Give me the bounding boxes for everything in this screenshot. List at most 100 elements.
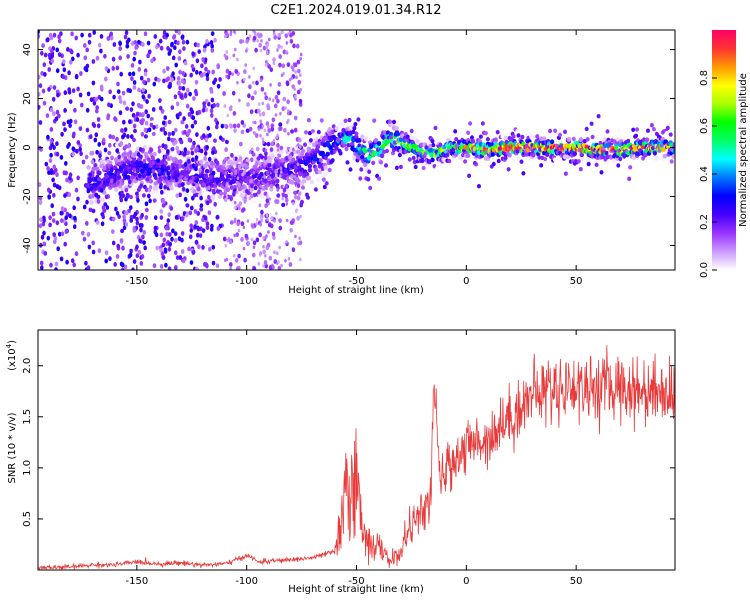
spectrogram-cell: [276, 148, 280, 152]
spectrogram-cell: [65, 259, 69, 265]
spectrogram-cell: [211, 188, 216, 194]
spectrogram-cell: [138, 147, 143, 152]
spectrogram-cell: [111, 135, 116, 140]
spectrogram-cell: [92, 30, 96, 35]
spectrogram-cell: [273, 32, 276, 36]
spectrogram-cell: [285, 150, 289, 154]
spectrogram-cell: [146, 77, 151, 83]
spectrogram-cell: [280, 263, 283, 268]
spectrogram-y-label: Frequency (Hz): [7, 112, 18, 188]
spectrogram-cell: [106, 36, 111, 41]
spectrogram-cell: [237, 228, 241, 233]
spectrogram-cell: [264, 95, 269, 101]
spectrogram-cell: [83, 183, 88, 188]
spectrogram-cell: [293, 190, 298, 195]
spectrogram-cell: [43, 72, 47, 77]
spectrogram-cell: [238, 201, 243, 207]
spectrogram-cell: [229, 105, 233, 109]
spectrogram-cell: [250, 147, 254, 152]
spectrogram-cell: [236, 267, 240, 270]
y-tick-label: 0.5: [22, 511, 33, 527]
spectrogram-cell: [146, 40, 151, 46]
spectrogram-cell: [157, 77, 161, 83]
spectrogram-cell: [144, 120, 149, 126]
spectrogram-cell: [128, 119, 132, 125]
spectrogram-cell: [88, 172, 92, 178]
spectrogram-cell: [225, 187, 231, 193]
spectrogram-cell: [287, 257, 291, 261]
spectrogram-cell: [493, 137, 498, 142]
spectrogram-cell: [182, 152, 187, 157]
spectrogram-cell: [222, 159, 226, 165]
spectrogram-cell: [301, 178, 307, 184]
spectrogram-cell: [180, 78, 185, 84]
spectrogram-cell: [412, 159, 417, 165]
spectrogram-cell: [132, 80, 137, 85]
spectrogram-cell: [232, 123, 237, 129]
spectrogram-cell: [176, 40, 180, 46]
spectrogram-cell: [55, 172, 59, 178]
spectrogram-cell: [161, 120, 166, 126]
spectrogram-cell: [268, 197, 272, 201]
spectrogram-cell: [55, 47, 59, 53]
spectrogram-cell: [277, 44, 281, 49]
snr-series-line: [38, 345, 675, 570]
spectrogram-cell: [279, 166, 283, 171]
spectrogram-cell: [115, 148, 120, 154]
spectrogram-cell: [92, 100, 97, 106]
spectrogram-cell: [651, 127, 656, 132]
spectrogram-cell: [319, 118, 324, 123]
spectrogram-cell: [198, 167, 202, 173]
spectrogram-cell: [672, 154, 675, 159]
spectrogram-cell: [124, 30, 129, 36]
spectrogram-cell: [167, 175, 171, 181]
spectrogram-cell: [66, 119, 71, 125]
spectrogram-cell: [60, 206, 65, 212]
spectrogram-cell: [87, 244, 92, 250]
spectrogram-cell: [313, 187, 318, 192]
spectrogram-cell: [259, 184, 263, 189]
spectrogram-cell: [168, 232, 172, 237]
spectrogram-cell: [170, 137, 174, 143]
spectrogram-cell: [306, 195, 310, 200]
spectrogram-cell: [264, 63, 268, 67]
spectrogram-cell: [635, 127, 640, 132]
spectrogram-cell: [63, 90, 68, 96]
spectrogram-cell: [478, 134, 483, 139]
spectrogram-cell: [89, 200, 94, 205]
spectrogram-cell: [208, 246, 212, 252]
spectrogram-cell: [155, 44, 159, 50]
spectrogram-cell: [248, 34, 252, 38]
spectrogram-cell: [204, 98, 209, 104]
spectrogram-cell: [270, 153, 275, 159]
spectrogram-cell: [134, 45, 138, 50]
spectrogram-cell: [236, 176, 240, 180]
spectrogram-cell: [151, 131, 156, 137]
spectrogram-cell: [284, 259, 287, 263]
spectrogram-cell: [330, 176, 335, 182]
spectrogram-cell: [115, 254, 120, 259]
spectrogram-cell: [194, 79, 199, 85]
spectrogram-cell: [295, 43, 300, 49]
snr-panel: -150 -100 -50 0 50 0.5 1.0 1.5 2.0 Height of st…: [5, 329, 676, 595]
spectrogram-cell: [170, 41, 174, 47]
spectrogram-cell: [297, 68, 301, 74]
spectrogram-cell: [578, 167, 583, 172]
spectrogram-cell: [249, 188, 253, 193]
spectrogram-cell: [76, 86, 80, 92]
spectrogram-cell: [92, 123, 97, 128]
spectrogram-cell: [273, 34, 278, 40]
spectrogram-cell: [258, 203, 262, 208]
spectrogram-cell: [269, 147, 274, 153]
spectrogram-cell: [172, 210, 177, 215]
spectrogram-cell: [137, 173, 142, 178]
spectrogram-cell: [294, 94, 297, 98]
spectrogram-cell: [110, 178, 114, 184]
spectrogram-cell: [611, 158, 616, 164]
spectrogram-panel: -150 -100 -50 0 50 -40 -20 0 20 40 Height of str…: [7, 29, 676, 296]
spectrogram-cell: [100, 197, 105, 203]
spectrogram-cell: [117, 175, 122, 180]
spectrogram-cell: [113, 262, 117, 267]
spectrogram-cell: [117, 154, 121, 160]
spectrogram-cell: [47, 170, 51, 176]
